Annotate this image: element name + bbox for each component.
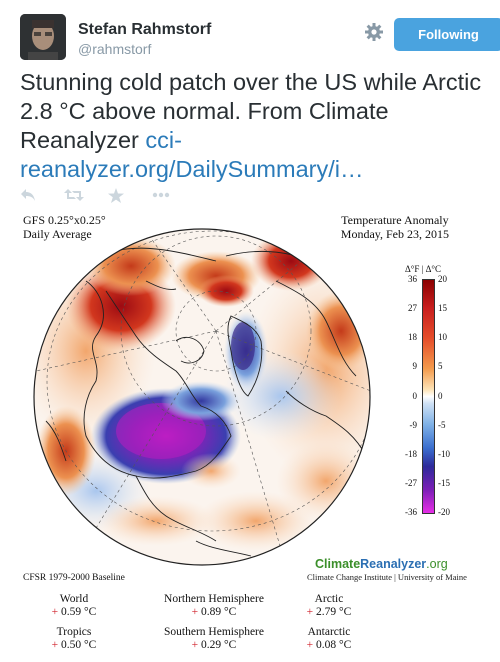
stat-label: World: [59, 593, 89, 605]
globe-map: [33, 228, 371, 566]
brand-part-b: Reanalyzer: [360, 557, 427, 571]
stat-label: Northern Hemisphere: [164, 593, 264, 605]
stat-value: 0.08 °C: [316, 639, 352, 651]
avatar[interactable]: [20, 14, 66, 60]
stat-value: 2.79 °C: [316, 606, 352, 618]
retweet-icon[interactable]: [64, 184, 108, 206]
model-line-1: GFS 0.25°x0.25°: [23, 213, 106, 227]
stat-sign: +: [191, 606, 199, 618]
tweet-text: Stunning cold patch over the US while Ar…: [20, 68, 490, 184]
climate-reanalyzer-logo: ClimateReanalyzer.org: [315, 557, 448, 571]
colorbar-tick-f: 18: [408, 332, 417, 343]
colorbar-tick-f: 27: [408, 303, 417, 314]
gear-icon[interactable]: [364, 22, 384, 42]
user-handle[interactable]: @rahmstorf: [78, 41, 152, 57]
colorbar-tick-c: 10: [438, 332, 447, 343]
colorbar-tick-f: -9: [409, 419, 418, 430]
map-image[interactable]: GFS 0.25°x0.25° Daily Average Temperatur…: [19, 207, 481, 662]
tweet-link[interactable]: cci-reanalyzer.org/DailySummary/i…: [20, 127, 364, 182]
stat-antarctic: Antarctic + 0.08 °C: [289, 626, 369, 652]
star-icon[interactable]: [108, 184, 152, 206]
stat-sign: +: [306, 639, 314, 651]
colorbar-tick-f: -27: [405, 477, 417, 488]
colorbar-tick-c: -5: [438, 419, 446, 430]
colorbar-tick-c: 20: [438, 274, 447, 284]
colorbar-tick-f: 9: [412, 361, 418, 372]
tweet-actions: [20, 184, 196, 208]
stat-sign: +: [51, 639, 59, 651]
colorbar-tick-c: 0: [438, 390, 443, 401]
map-title-line-1: Temperature Anomaly: [341, 213, 449, 227]
tweet-header: Stefan Rahmstorf @rahmstorf Following: [20, 14, 500, 64]
colorbar-tick-c: -20: [438, 507, 450, 517]
stat-northern-hemisphere: Northern Hemisphere + 0.89 °C: [149, 593, 279, 619]
brand-part-a: Climate: [315, 557, 361, 571]
stat-tropics: Tropics + 0.50 °C: [39, 626, 109, 652]
colorbar-tick-c: -15: [438, 477, 450, 488]
stat-label: Southern Hemisphere: [164, 626, 264, 638]
stat-world: World + 0.59 °C: [39, 593, 109, 619]
stat-label: Antarctic: [307, 626, 351, 638]
brand-part-c: .org: [426, 557, 448, 571]
following-button[interactable]: Following: [394, 18, 500, 51]
stat-value: 0.89 °C: [201, 606, 237, 618]
model-label: GFS 0.25°x0.25° Daily Average: [23, 213, 106, 241]
colorbar-tick-f: 36: [408, 274, 417, 284]
stat-arctic: Arctic + 2.79 °C: [289, 593, 369, 619]
stat-sign: +: [51, 606, 59, 618]
colorbar-tick-f: -36: [405, 507, 417, 517]
brand-subtitle: Climate Change Institute | University of…: [307, 572, 467, 582]
map-title-line-2: Monday, Feb 23, 2015: [340, 227, 449, 241]
stat-southern-hemisphere: Southern Hemisphere + 0.29 °C: [149, 626, 279, 652]
stat-label: Arctic: [314, 593, 344, 605]
stat-value: 0.50 °C: [61, 639, 97, 651]
baseline-label: CFSR 1979-2000 Baseline: [23, 573, 125, 583]
map-title: Temperature Anomaly Monday, Feb 23, 2015: [341, 213, 449, 241]
stat-value: 0.59 °C: [61, 606, 97, 618]
tweet-body: Stunning cold patch over the US while Ar…: [20, 69, 482, 153]
stat-label: Tropics: [56, 626, 92, 638]
stat-sign: +: [306, 606, 314, 618]
user-name[interactable]: Stefan Rahmstorf: [78, 21, 212, 38]
colorbar-tick-f: -18: [405, 448, 417, 459]
stat-sign: +: [191, 639, 199, 651]
colorbar-header: Δ°F | Δ°C: [404, 264, 442, 274]
colorbar-tick-c: 15: [438, 303, 447, 314]
colorbar-tick-f: 0: [412, 390, 418, 401]
model-line-2: Daily Average: [23, 227, 92, 241]
reply-icon[interactable]: [20, 184, 64, 206]
more-icon[interactable]: [152, 184, 196, 206]
colorbar: [422, 279, 435, 514]
colorbar-tick-c: 5: [438, 361, 443, 372]
stat-value: 0.29 °C: [201, 639, 237, 651]
colorbar-tick-c: -10: [438, 448, 450, 459]
